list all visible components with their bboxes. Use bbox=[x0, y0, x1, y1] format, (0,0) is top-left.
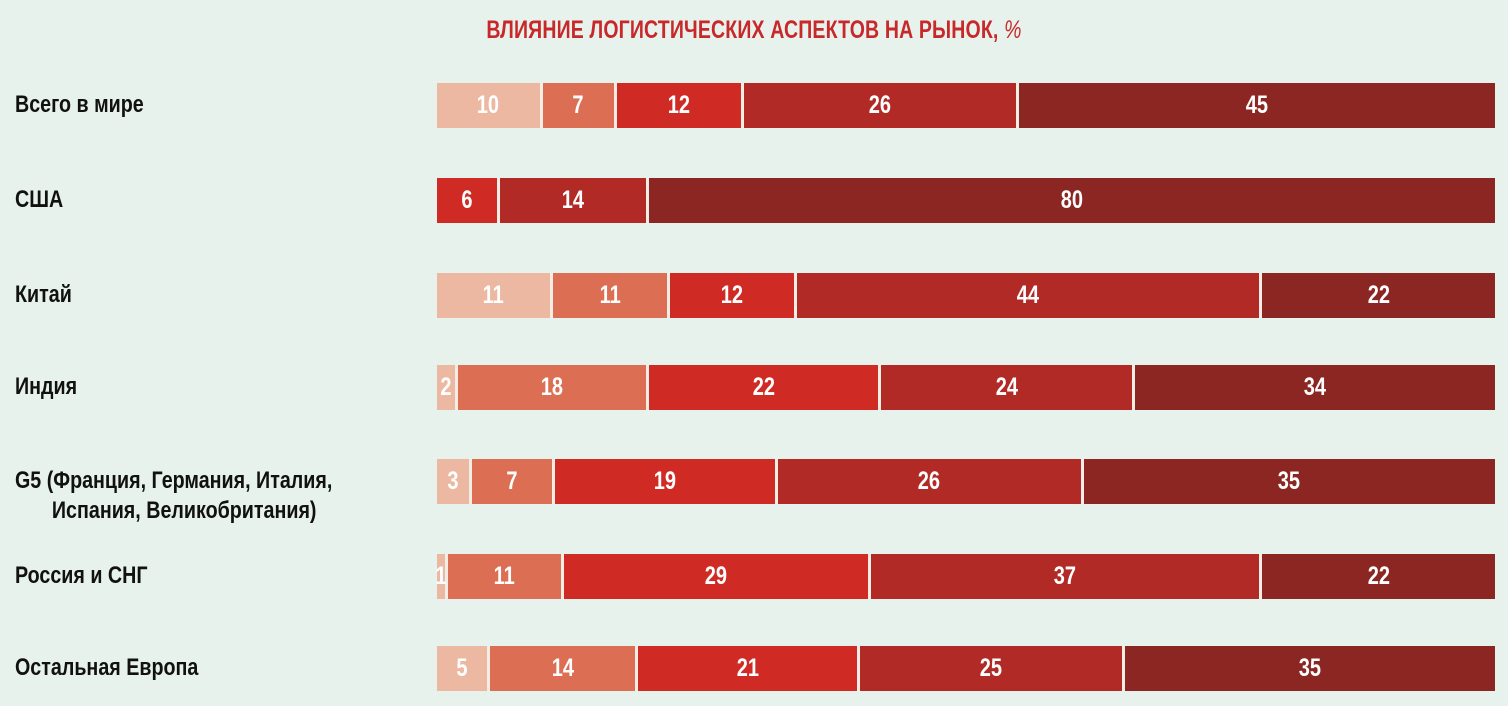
data-label: 80 bbox=[1060, 186, 1083, 214]
data-label: 29 bbox=[704, 562, 727, 590]
data-label: 6 bbox=[461, 186, 473, 214]
bar-segment: 12 bbox=[616, 83, 744, 128]
data-label: 34 bbox=[1303, 373, 1327, 401]
stacked-bar: 10 7 12 26 45 bbox=[437, 83, 1495, 128]
bar-segment: 22 bbox=[648, 365, 882, 410]
category-label: Всего в мире bbox=[15, 90, 144, 120]
data-label: 18 bbox=[540, 373, 563, 401]
stacked-bar: 1 11 29 37 22 bbox=[435, 554, 1495, 599]
bar-segment: 44 bbox=[796, 273, 1263, 318]
stacked-bar: 2 18 22 24 34 bbox=[437, 365, 1495, 410]
bar-segment: 22 bbox=[1262, 554, 1495, 599]
data-label: 11 bbox=[483, 281, 505, 309]
data-label: 3 bbox=[447, 467, 459, 495]
bar-segment: 18 bbox=[458, 365, 649, 410]
data-label: 35 bbox=[1278, 467, 1301, 495]
data-label: 19 bbox=[653, 467, 676, 495]
chart-title-unit: % bbox=[1004, 16, 1022, 44]
bar-segment: 34 bbox=[1135, 365, 1495, 410]
bar-segment: 11 bbox=[437, 273, 554, 318]
category-label-line1: Индия bbox=[15, 373, 78, 400]
chart-title: ВЛИЯНИЕ ЛОГИСТИЧЕСКИХ АСПЕКТОВ НА РЫНОК,… bbox=[166, 16, 1342, 45]
data-label: 21 bbox=[736, 654, 759, 682]
data-label: 24 bbox=[995, 373, 1018, 401]
category-label: Китай bbox=[15, 280, 72, 310]
stacked-bar: 3 7 19 26 35 bbox=[437, 459, 1495, 504]
data-label: 37 bbox=[1053, 562, 1077, 590]
bar-segment: 7 bbox=[542, 83, 617, 128]
data-label: 35 bbox=[1298, 654, 1321, 682]
bar-segment: 1 bbox=[435, 554, 448, 599]
data-label: 2 bbox=[440, 373, 452, 401]
data-label: 26 bbox=[868, 91, 891, 119]
chart-title-text: ВЛИЯНИЕ ЛОГИСТИЧЕСКИХ АСПЕКТОВ НА РЫНОК, bbox=[486, 16, 999, 44]
bar-segment: 3 bbox=[437, 459, 473, 504]
bar-segment: 25 bbox=[860, 646, 1125, 691]
category-label-line1: США bbox=[15, 186, 64, 213]
data-label: 22 bbox=[752, 373, 775, 401]
bar-segment: 12 bbox=[669, 273, 797, 318]
data-label: 1 bbox=[435, 562, 447, 590]
bar-segment: 2 bbox=[437, 365, 459, 410]
data-label: 26 bbox=[918, 467, 941, 495]
bar-segment: 10 bbox=[437, 83, 543, 128]
data-label: 44 bbox=[1016, 281, 1040, 309]
bar-segment: 80 bbox=[648, 178, 1495, 223]
bar-segment: 24 bbox=[881, 365, 1136, 410]
data-label: 14 bbox=[551, 654, 574, 682]
data-label: 11 bbox=[493, 562, 515, 590]
category-label: Россия и СНГ bbox=[15, 561, 147, 591]
bar-segment: 21 bbox=[638, 646, 861, 691]
bar-segment: 35 bbox=[1083, 459, 1495, 504]
data-label: 22 bbox=[1367, 281, 1390, 309]
data-label: 14 bbox=[561, 186, 585, 214]
bar-segment: 22 bbox=[1262, 273, 1495, 318]
stacked-bar: 11 11 12 44 22 bbox=[437, 273, 1495, 318]
data-label: 11 bbox=[599, 281, 621, 309]
stacked-bar: 6 14 80 bbox=[437, 178, 1495, 223]
category-label: Индия bbox=[15, 372, 77, 402]
bar-segment: 6 bbox=[437, 178, 501, 223]
bar-segment: 19 bbox=[554, 459, 778, 504]
data-label: 12 bbox=[720, 281, 743, 309]
data-label: 7 bbox=[572, 91, 584, 119]
bar-segment: 7 bbox=[472, 459, 555, 504]
bar-segment: 11 bbox=[553, 273, 670, 318]
category-label: G5 (Франция, Германия, Италия, Испания, В… bbox=[15, 466, 332, 526]
category-label-line1: G5 (Франция, Германия, Италия, bbox=[15, 467, 333, 494]
category-label-line1: Остальная Европа bbox=[15, 654, 199, 681]
bar-segment: 14 bbox=[500, 178, 649, 223]
bar-segment: 35 bbox=[1124, 646, 1495, 691]
data-label: 22 bbox=[1367, 562, 1390, 590]
category-label-line2: Испания, Великобритания) bbox=[51, 497, 317, 524]
data-label: 25 bbox=[979, 654, 1003, 682]
bar-segment: 14 bbox=[489, 646, 638, 691]
data-label: 10 bbox=[477, 91, 500, 119]
category-label-line1: Россия и СНГ bbox=[15, 562, 148, 589]
data-label: 7 bbox=[506, 467, 518, 495]
bar-segment: 26 bbox=[777, 459, 1084, 504]
stacked-bar: 5 14 21 25 35 bbox=[437, 646, 1495, 691]
category-label-line1: Китай bbox=[15, 281, 72, 308]
data-label: 12 bbox=[667, 91, 690, 119]
bar-segment: 29 bbox=[563, 554, 871, 599]
category-label: Остальная Европа bbox=[15, 653, 198, 683]
data-label: 5 bbox=[456, 654, 468, 682]
bar-segment: 45 bbox=[1018, 83, 1495, 128]
category-label-line1: Всего в мире bbox=[15, 91, 144, 118]
bar-segment: 37 bbox=[870, 554, 1263, 599]
category-label: США bbox=[15, 185, 63, 215]
bar-segment: 26 bbox=[743, 83, 1019, 128]
data-label: 45 bbox=[1245, 91, 1269, 119]
bar-segment: 5 bbox=[437, 646, 490, 691]
bar-segment: 11 bbox=[447, 554, 564, 599]
